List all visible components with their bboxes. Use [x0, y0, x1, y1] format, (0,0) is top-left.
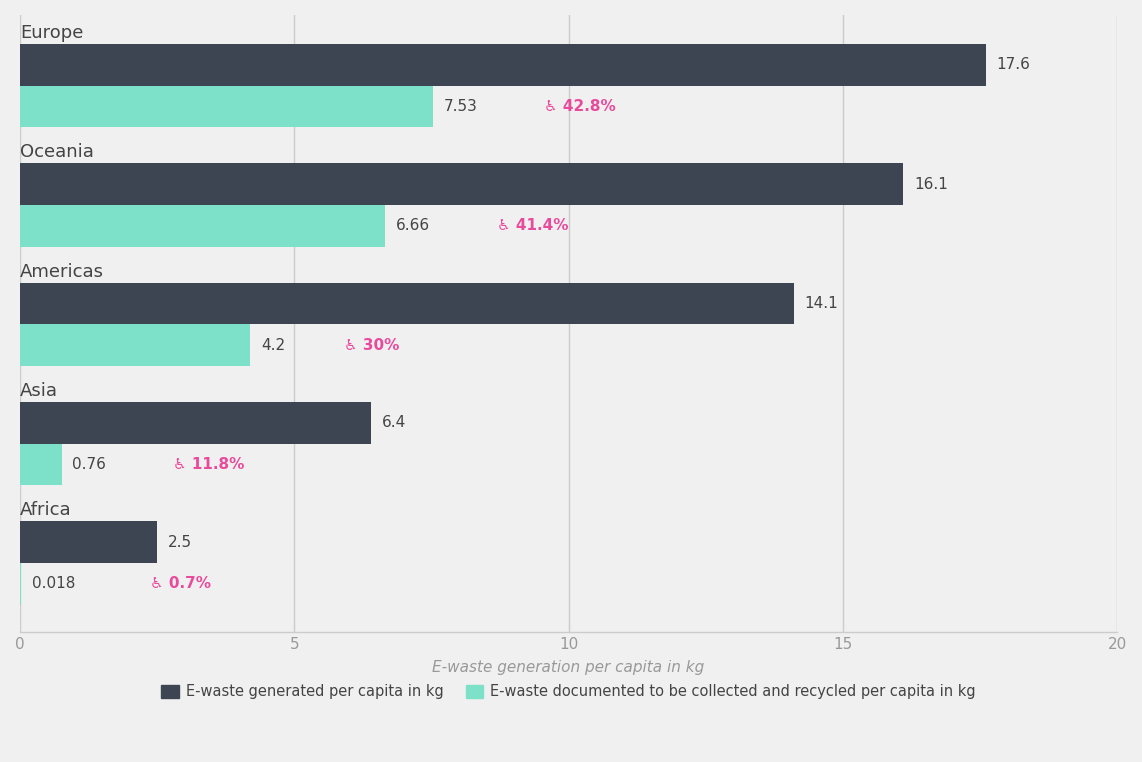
- Text: Americas: Americas: [19, 263, 104, 280]
- Text: ♿ 41.4%: ♿ 41.4%: [497, 219, 569, 233]
- Text: ♿ 30%: ♿ 30%: [344, 338, 400, 353]
- Text: ♿ 42.8%: ♿ 42.8%: [545, 99, 617, 114]
- Text: ♿ 11.8%: ♿ 11.8%: [172, 457, 244, 472]
- Text: 14.1: 14.1: [805, 296, 838, 311]
- Text: 6.66: 6.66: [396, 219, 431, 233]
- Bar: [19, 443, 62, 485]
- Text: 7.53: 7.53: [444, 99, 477, 114]
- Text: Oceania: Oceania: [19, 143, 94, 162]
- Bar: [19, 86, 433, 127]
- Text: ♿ 0.7%: ♿ 0.7%: [150, 576, 211, 591]
- Bar: [19, 283, 794, 325]
- Bar: [19, 44, 986, 86]
- Bar: [19, 402, 371, 443]
- Legend: E-waste generated per capita in kg, E-waste documented to be collected and recyc: E-waste generated per capita in kg, E-wa…: [155, 679, 982, 706]
- Text: Africa: Africa: [19, 501, 72, 519]
- Text: 4.2: 4.2: [262, 338, 286, 353]
- Bar: [19, 163, 903, 205]
- Text: 16.1: 16.1: [915, 177, 948, 192]
- X-axis label: E-waste generation per capita in kg: E-waste generation per capita in kg: [433, 661, 705, 675]
- Text: Asia: Asia: [19, 382, 58, 400]
- Bar: [19, 205, 385, 247]
- Text: Europe: Europe: [19, 24, 83, 42]
- Text: 17.6: 17.6: [997, 57, 1030, 72]
- Text: 2.5: 2.5: [168, 535, 192, 549]
- Bar: [19, 325, 250, 366]
- Bar: [19, 521, 156, 563]
- Text: 6.4: 6.4: [383, 415, 407, 431]
- Text: 0.018: 0.018: [32, 576, 75, 591]
- Text: 0.76: 0.76: [72, 457, 106, 472]
